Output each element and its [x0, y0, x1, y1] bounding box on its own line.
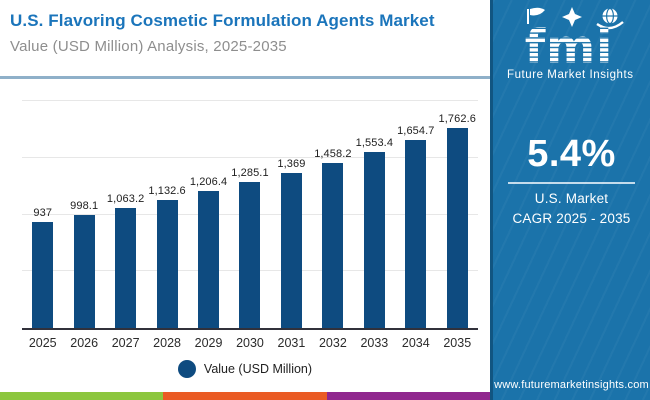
bar: [115, 207, 137, 328]
fmi-logo: fmi Future Market Insights: [507, 7, 633, 81]
bar: [280, 172, 302, 328]
bar: [446, 128, 468, 328]
bar: [156, 199, 178, 328]
website-url: www.futuremarketinsights.com: [494, 379, 649, 391]
main-panel: U.S. Flavoring Cosmetic Formulation Agen…: [0, 0, 490, 400]
bar-value-label: 1,285.1: [231, 167, 269, 180]
bar-group: 1,206.4: [188, 90, 229, 328]
logo-acronym: fmi: [524, 20, 613, 75]
gridline: [22, 157, 478, 158]
brand-stripe-orange: [163, 392, 327, 400]
bar-value-label: 1,553.4: [355, 136, 394, 149]
bar-value-label: 1,762.6: [438, 113, 476, 126]
bar-value-label: 937: [33, 206, 53, 219]
cagr-value: 5.4%: [527, 133, 616, 175]
x-tick-label: 2027: [111, 336, 140, 350]
x-tick-label: 2025: [28, 336, 57, 350]
bar-value-label: 1,458.2: [314, 147, 352, 160]
bar-value-label: 1,206.4: [189, 176, 228, 189]
flag-icon: [526, 7, 545, 24]
bar: [363, 151, 385, 328]
page-subtitle: Value (USD Million) Analysis, 2025-2035: [10, 38, 287, 55]
bar-group: 1,369: [271, 90, 312, 328]
gridline: [22, 100, 478, 102]
x-tick-label: 2029: [194, 336, 223, 350]
bar-group: 1,063.2: [105, 90, 146, 328]
x-tick-label: 2034: [401, 336, 430, 350]
bar-group: 1,285.1: [229, 90, 270, 328]
bar-value-label: 1,369: [277, 157, 306, 170]
x-tick-label: 2035: [443, 336, 472, 350]
x-tick-label: 2033: [360, 336, 389, 350]
bar-group: 937: [22, 90, 63, 328]
brand-stripe-purple: [326, 392, 490, 400]
page-title: U.S. Flavoring Cosmetic Formulation Agen…: [10, 11, 435, 30]
logo-company-name: Future Market Insights: [507, 69, 633, 81]
legend-marker-icon: [177, 360, 196, 378]
bar-group: 1,654.7: [395, 90, 436, 328]
chart-legend: Value (USD Million): [0, 358, 490, 380]
bars-row: 937 998.1 1,063.2 1,132.6 1,206.4 1,285.1 1,36…: [22, 90, 478, 328]
bar: [73, 214, 95, 328]
x-tick-label: 2026: [70, 336, 99, 350]
cagr-divider: [508, 182, 635, 184]
bar-value-label: 1,654.7: [397, 125, 435, 138]
sidebar: fmi Future Market Insights 5.4% U.S. Mar…: [490, 0, 650, 400]
bar-group: 998.1: [64, 90, 105, 328]
x-tick-label: 2030: [236, 336, 264, 350]
bar: [198, 191, 220, 328]
bar: [322, 162, 344, 328]
bar-group: 1,762.6: [437, 90, 478, 328]
cagr-caption: U.S. Market CAGR 2025 - 2035: [493, 189, 650, 230]
cagr-market-label: U.S. Market: [534, 191, 609, 206]
star-icon: [561, 7, 582, 27]
brand-stripe: [0, 392, 490, 400]
bar-value-label: 1,063.2: [106, 192, 145, 205]
bar-value-label: 998.1: [70, 199, 99, 212]
x-tick-label: 2031: [277, 336, 306, 350]
bar-group: 1,553.4: [354, 90, 395, 328]
cagr-range-label: CAGR 2025 - 2035: [512, 211, 631, 227]
x-axis-labels: 2025 2026 2027 2028 2029 2030 2031 2032 2033 2034…: [22, 336, 478, 350]
globe-icon: [595, 7, 624, 30]
brand-stripe-green: [0, 392, 164, 400]
plot-area: 937 998.1 1,063.2 1,132.6 1,206.4 1,285.1 1,36…: [22, 90, 478, 330]
header: U.S. Flavoring Cosmetic Formulation Agen…: [0, 0, 490, 79]
legend-label: Value (USD Million): [203, 362, 313, 376]
bar-value-label: 1,132.6: [148, 184, 186, 197]
x-tick-label: 2032: [318, 336, 347, 350]
bar-group: 1,132.6: [147, 90, 188, 328]
bar: [239, 182, 261, 328]
bar: [32, 221, 54, 328]
bar-group: 1,458.2: [312, 90, 353, 328]
x-tick-label: 2028: [153, 336, 181, 350]
bar: [405, 140, 427, 328]
